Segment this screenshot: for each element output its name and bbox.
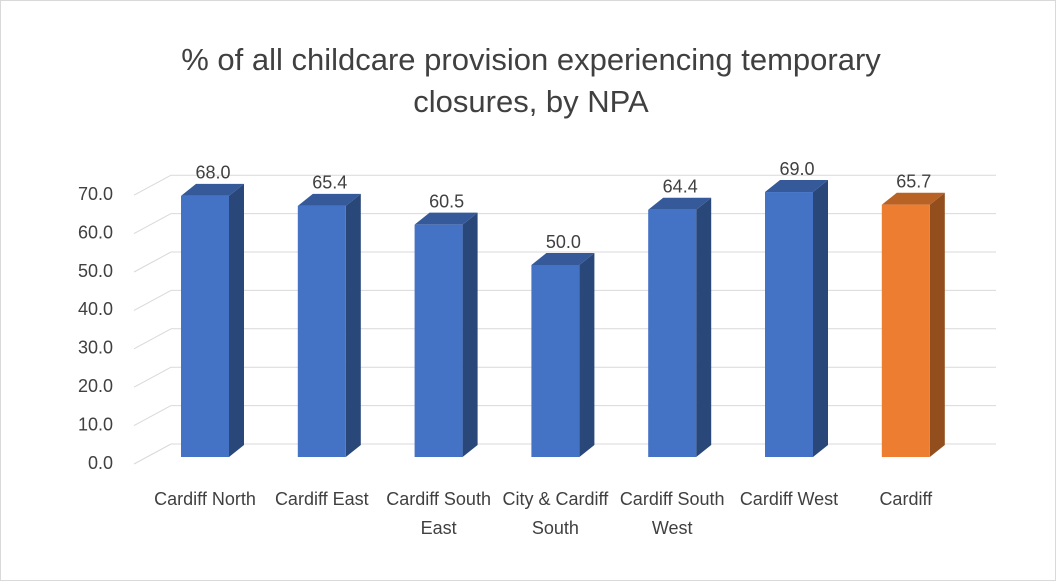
y-tick-label: 70.0 — [78, 184, 113, 204]
grid-line-side — [133, 405, 172, 427]
grid-line-side — [133, 328, 172, 350]
x-tick-label: City & Cardiff South — [502, 489, 609, 538]
grid-line-side — [133, 289, 172, 311]
x-tick-label: Cardiff — [879, 489, 933, 509]
y-tick-label: 60.0 — [78, 222, 113, 242]
data-label: 64.4 — [663, 176, 698, 196]
data-label: 60.5 — [429, 191, 464, 211]
bar-side — [579, 253, 595, 457]
data-label: 65.4 — [312, 173, 347, 193]
data-label: 65.7 — [896, 171, 931, 191]
y-tick-label: 30.0 — [78, 338, 113, 358]
x-tick-label: Cardiff South West — [619, 489, 725, 538]
y-tick-label: 10.0 — [78, 414, 113, 434]
bar-top — [648, 197, 712, 210]
grid-line-side — [133, 251, 172, 273]
bar-top — [531, 253, 595, 265]
bar-side — [929, 192, 945, 457]
grid-line-side — [133, 174, 172, 196]
bar-side — [813, 180, 828, 458]
data-label: 69.0 — [779, 159, 814, 179]
bar — [297, 205, 346, 457]
x-tick-label: Cardiff South East — [386, 489, 491, 538]
bar — [648, 209, 697, 457]
bar — [881, 204, 930, 457]
bar-side — [696, 197, 712, 458]
bar-top — [181, 183, 244, 196]
bar — [531, 265, 580, 457]
bar-top — [765, 180, 828, 193]
data-label: 50.0 — [546, 232, 581, 252]
bar-top — [414, 212, 478, 225]
y-tick-label: 0.0 — [88, 453, 113, 473]
grid-line-side — [133, 213, 172, 235]
bar — [414, 224, 463, 457]
bar — [181, 195, 229, 457]
data-label: 68.0 — [195, 163, 230, 183]
bar-top — [297, 193, 361, 206]
x-tick-label: Cardiff West — [739, 489, 839, 509]
bar-side — [462, 212, 478, 457]
y-tick-label: 40.0 — [78, 299, 113, 319]
x-tick-label: Cardiff North — [154, 489, 256, 509]
bar-side — [229, 183, 244, 457]
grid-line-side — [133, 443, 172, 465]
bar-top — [881, 192, 945, 205]
grid-line-side — [133, 366, 172, 388]
chart-title: % of all childcare provision experiencin… — [181, 42, 881, 119]
y-tick-label: 50.0 — [78, 261, 113, 281]
bar-side — [345, 193, 361, 457]
x-tick-label: Cardiff East — [274, 489, 369, 509]
bar — [765, 192, 813, 458]
y-tick-label: 20.0 — [78, 376, 113, 396]
